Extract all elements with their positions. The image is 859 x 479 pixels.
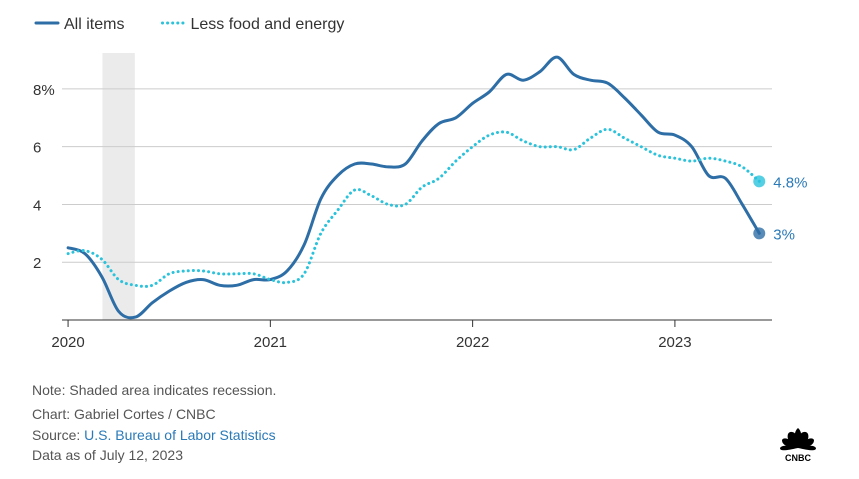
end-point-2 <box>753 175 766 188</box>
recession-note: Note: Shaded area indicates recession. <box>32 382 277 398</box>
line-chart: All items Less food and energy 2 4 6 8% 2020… <box>33 16 807 351</box>
cnbc-logo: CNBC <box>780 428 816 463</box>
legend: All items Less food and energy <box>34 16 344 33</box>
data-date: Data as of July 12, 2023 <box>32 447 183 463</box>
series-line-1 <box>66 55 761 320</box>
source-link[interactable]: U.S. Bureau of Labor Statistics <box>84 427 276 443</box>
peacock-icon <box>780 428 816 451</box>
legend-label-1: All items <box>64 16 124 33</box>
chart-credit: Chart: Gabriel Cortes / CNBC <box>32 406 216 422</box>
end-label-1: 3% <box>773 226 795 243</box>
end-point-1 <box>753 227 766 240</box>
end-label-2: 4.8% <box>773 174 807 191</box>
y-tick-label: 4 <box>33 197 41 214</box>
y-tick-label: 2 <box>33 255 41 272</box>
series-line-2 <box>66 127 761 288</box>
x-tick-label: 2022 <box>456 334 489 351</box>
source-line: Source: U.S. Bureau of Labor Statistics <box>32 427 276 443</box>
x-tick-label: 2021 <box>254 334 287 351</box>
y-tick-label: 6 <box>33 140 41 157</box>
x-tick-label: 2020 <box>51 334 84 351</box>
recession-shade <box>102 53 135 320</box>
y-tick-label: 8% <box>33 82 55 99</box>
source-prefix: Source: <box>32 427 85 443</box>
x-tick-label: 2023 <box>658 334 691 351</box>
logo-text: CNBC <box>785 453 811 463</box>
legend-label-2: Less food and energy <box>190 16 344 33</box>
